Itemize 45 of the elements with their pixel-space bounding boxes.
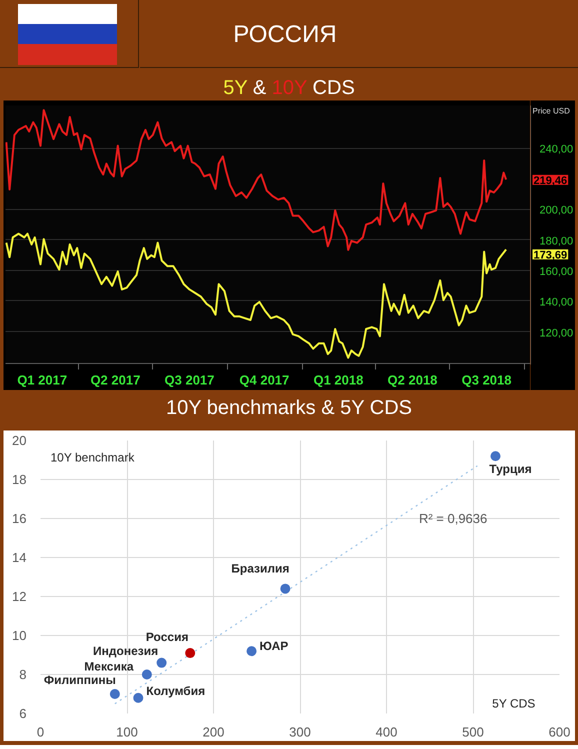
y-tick-label: 240,00 — [540, 143, 574, 156]
x-tick-label: 600 — [548, 724, 570, 740]
series-label: Филиппины — [44, 673, 116, 687]
x-tick-label: Q3 2018 — [462, 372, 512, 388]
series-label: Турция — [489, 462, 532, 476]
x-tick-label: 100 — [116, 724, 138, 740]
series-label: Россия — [146, 630, 188, 644]
x-tick-label: 0 — [36, 724, 44, 740]
text: 219,46 — [534, 174, 568, 187]
y-axis-title: Price USD — [532, 106, 570, 116]
x-tick-label: Q4 2017 — [239, 372, 290, 388]
x-tick-label: 400 — [376, 724, 398, 740]
series-label: Мексика — [84, 660, 134, 674]
series-label: Колумбия — [146, 684, 206, 698]
x-tick-label: 500 — [462, 724, 484, 740]
y-axis-title: 10Y benchmark — [50, 450, 136, 464]
x-tick-label: 200 — [202, 724, 224, 740]
series-label: Индонезия — [93, 644, 158, 658]
chart-subtitle: 5Y & 10Y CDS — [223, 77, 355, 99]
x-tick-label: Q1 2018 — [313, 372, 364, 388]
y-tick-label: 160,00 — [540, 266, 574, 278]
y-tick-label: 20 — [12, 433, 27, 448]
y-tick-label: 180,00 — [540, 235, 574, 248]
x-tick-label: Q1 2017 — [17, 372, 68, 388]
y-tick-label: 12 — [12, 589, 27, 604]
y-tick-label: 120,00 — [540, 327, 574, 340]
x-tick-label: Q2 2018 — [388, 372, 438, 388]
x-tick-label: Q2 2017 — [90, 372, 140, 388]
y-tick-label: 18 — [12, 472, 27, 487]
y-tick-label: 8 — [19, 667, 27, 682]
series-label: ЮАР — [260, 639, 288, 654]
y-tick-label: 16 — [12, 511, 27, 526]
y-tick-label: 200,00 — [540, 204, 574, 217]
chart-title: РОССИЯ — [233, 21, 337, 48]
y-tick-label: 14 — [12, 550, 27, 565]
series-label: Бразилия — [231, 562, 290, 576]
x-tick-label: 300 — [289, 724, 311, 740]
text: 173,69 — [534, 249, 568, 262]
chart-title: 10Y benchmarks & 5Y CDS — [166, 397, 412, 419]
annotation: R² = 0,9636 — [418, 511, 488, 526]
x-axis-title: 5Y CDS — [492, 696, 536, 710]
y-tick-label: 10 — [12, 628, 27, 643]
y-tick-label: 6 — [19, 706, 27, 721]
x-tick-label: Q3 2017 — [164, 372, 214, 388]
y-tick-label: 140,00 — [540, 296, 574, 309]
